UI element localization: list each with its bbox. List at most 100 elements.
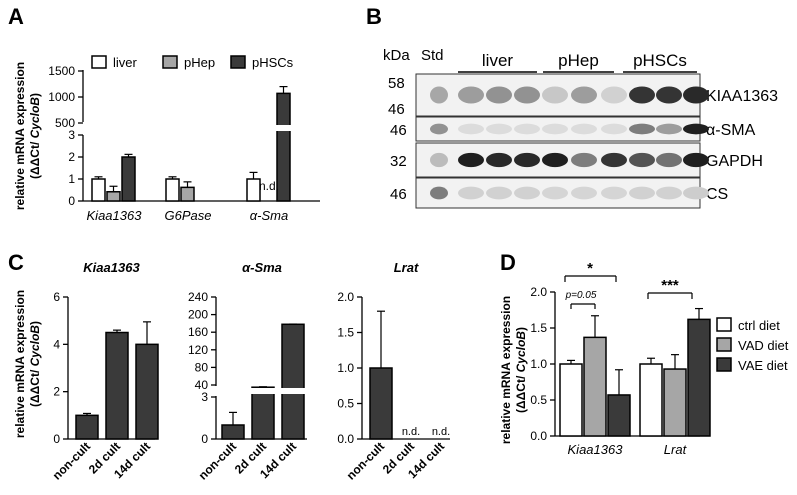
legend-swatch-2 <box>230 55 246 69</box>
blot-band <box>571 186 597 200</box>
y-tick-lower-label: 0 <box>201 432 208 446</box>
y-tick-label: 0.0 <box>530 429 547 443</box>
y-axis-label-line2: (ΔΔCt/ CycloB) <box>28 321 42 407</box>
y-tick-label: 2.0 <box>530 285 547 299</box>
y-axis-label-italic: CycloB <box>28 97 42 139</box>
axis-break-gap <box>250 388 276 394</box>
y-axis-label-line1: relative mRNA expression <box>13 62 27 210</box>
band-name-0: KIAA1363 <box>706 88 778 105</box>
axis-break-gap <box>280 388 306 394</box>
y-tick-label: 0 <box>53 432 60 446</box>
blot-band <box>656 86 682 104</box>
y-axis-label-suffix: ) <box>28 321 42 325</box>
legend-swatch-0 <box>716 317 732 332</box>
bar-non-cult <box>75 414 99 440</box>
blot-band <box>458 86 484 104</box>
blot-band <box>629 86 655 104</box>
bar-Kiaa1363-ctrl diet <box>559 363 583 437</box>
y-tick-label: 1.5 <box>337 326 354 340</box>
panel-label-c: C <box>8 250 24 275</box>
marker-0-a: 58 <box>388 75 405 92</box>
blot-band <box>601 123 627 135</box>
blot-band <box>571 152 597 168</box>
sig-label-triple-star: *** <box>661 277 679 294</box>
bar-14d cult <box>135 343 159 440</box>
y-tick-upper-label: 240 <box>188 290 208 304</box>
x-tick-label: α-Sma <box>250 208 288 223</box>
blot-band <box>629 186 655 200</box>
sig-label-star: * <box>587 260 593 277</box>
y-axis-label-italic: CycloB <box>514 331 528 373</box>
blot-band <box>514 152 540 168</box>
blot-band <box>514 123 540 135</box>
x-tick-label: G6Pase <box>165 208 212 223</box>
y-axis-label-prefix: (ΔΔCt/ <box>28 366 42 407</box>
panel-label-d: D <box>500 250 516 275</box>
band-name-1: α-SMA <box>706 122 756 139</box>
blot-band <box>683 152 709 168</box>
y-tick-label: 0.0 <box>337 432 354 446</box>
legend-swatch-2 <box>716 357 732 372</box>
y-axis-label-line2: (ΔΔCt/ CycloB) <box>28 93 42 179</box>
axis-break-gap <box>275 125 292 131</box>
y-tick-label: 1.0 <box>337 361 354 375</box>
y-axis-label-italic: CycloB <box>28 325 42 367</box>
y-tick-upper-label: 500 <box>55 116 75 130</box>
nd-annotation: n.d. <box>432 426 450 438</box>
y-tick-label: 6 <box>53 290 60 304</box>
y-tick-lower-label: 0 <box>68 194 75 208</box>
bar-G6Pase-liver <box>165 178 180 202</box>
blot-band <box>458 186 484 200</box>
y-axis-label: relative mRNA expression(ΔΔCt/ CycloB) <box>499 296 528 444</box>
bar-Kiaa1363-VAD diet <box>583 336 607 437</box>
bar-Kiaa1363-liver <box>91 178 106 202</box>
blot-band <box>542 186 568 200</box>
blot-band <box>514 186 540 200</box>
y-tick-label: 1.0 <box>530 357 547 371</box>
legend-label-0: ctrl diet <box>738 318 780 333</box>
kda-label: kDa <box>383 47 410 64</box>
y-tick-lower-label: 2 <box>68 150 75 164</box>
legend-swatch-0 <box>91 55 107 69</box>
blot-band <box>486 123 512 135</box>
legend-swatch-1 <box>162 55 178 69</box>
bar-Kiaa1363-VAE diet <box>607 394 631 437</box>
bar-2d cult <box>251 386 275 440</box>
bar-14d cult <box>281 323 305 440</box>
blot-band <box>656 123 682 135</box>
y-axis-label: relative mRNA expression(ΔΔCt/ CycloB) <box>13 62 42 210</box>
y-tick-label: 0.5 <box>337 397 354 411</box>
blot-band <box>430 152 448 168</box>
group-label-pHep: pHep <box>558 51 599 70</box>
bar-Lrat-VAD diet <box>663 368 687 437</box>
marker-2: 32 <box>390 153 407 170</box>
blot-band <box>683 86 709 104</box>
blot-band <box>486 86 512 104</box>
y-tick-label: 2 <box>53 385 60 399</box>
legend-label-0: liver <box>113 55 138 70</box>
y-tick-lower-label: 3 <box>68 128 75 142</box>
marker-0-b: 46 <box>388 101 405 118</box>
y-tick-upper-label: 40 <box>195 378 209 392</box>
blot-band <box>629 123 655 135</box>
blot-band <box>542 152 568 168</box>
y-axis-label-suffix: ) <box>28 93 42 97</box>
bar-Lrat-VAE diet <box>687 318 711 437</box>
blot-band <box>656 152 682 168</box>
y-tick-lower-label: 3 <box>201 390 208 404</box>
x-tick-label: Kiaa1363 <box>87 208 143 223</box>
y-tick-upper-label: 160 <box>188 325 208 339</box>
y-axis-label-prefix: (ΔΔCt/ <box>514 372 528 413</box>
panel-b-western-blot: kDa Std liver pHep pHSCs KIAA1363 58 46 α-SMA 46 G… <box>383 47 778 209</box>
chart-title: α-Sma <box>242 260 282 275</box>
blot-band <box>458 123 484 135</box>
group-label-pHSCs: pHSCs <box>633 51 687 70</box>
y-tick-upper-label: 200 <box>188 308 208 322</box>
legend-swatch-1 <box>716 337 732 352</box>
y-tick-label: 0.5 <box>530 393 547 407</box>
bar-non-cult <box>221 424 245 440</box>
marker-1: 46 <box>390 122 407 139</box>
